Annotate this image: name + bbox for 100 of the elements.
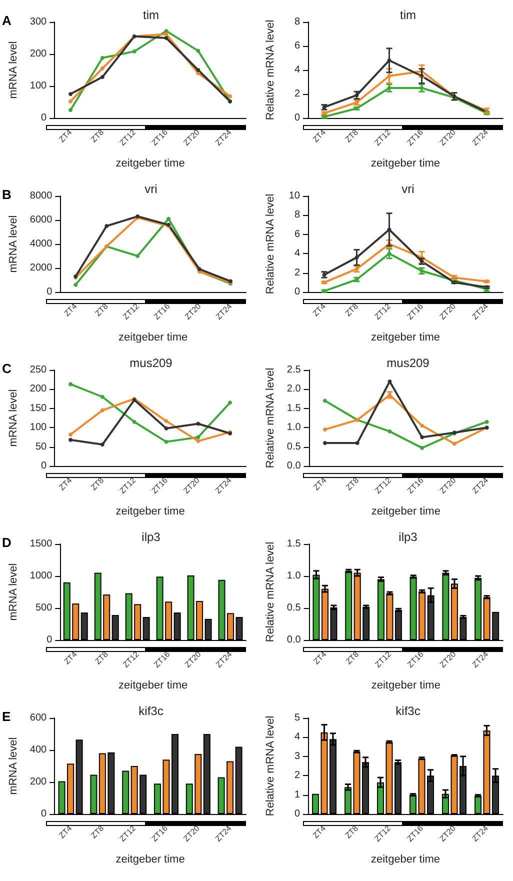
chart-title: vri — [402, 182, 414, 196]
y-tick-label: 3 — [294, 750, 300, 762]
x-tick-label: ZT8 — [344, 127, 360, 144]
text: D — [2, 535, 12, 550]
x-tick-label: ZT8 — [344, 301, 360, 318]
y-tick-label: 10 — [288, 190, 300, 202]
y-tick-label: 8000 — [30, 190, 53, 202]
y-tick-label: 1000 — [30, 570, 53, 582]
y-tick-label: 1.0 — [286, 570, 302, 582]
y-tick-label: 0 — [41, 460, 48, 472]
y-tick-label: 8 — [294, 16, 300, 28]
y-tick-label: 6 — [294, 40, 300, 52]
y-tick-label: 4 — [294, 64, 300, 76]
x-tick-label: ZT4 — [57, 127, 74, 144]
x-axis-title: zeitgeber time — [116, 158, 185, 170]
chart-title: mus209 — [386, 356, 430, 370]
y-tick-label: 0 — [294, 808, 300, 820]
y-tick-label: 2.0 — [286, 384, 302, 395]
y-tick-label: 1 — [294, 789, 300, 800]
y-tick-label: 0 — [46, 286, 53, 298]
y-tick-label: 0.5 — [286, 602, 302, 614]
y-axis-title: Relative mRNA level — [264, 542, 276, 642]
text: A — [2, 13, 12, 28]
y-tick-label: 2 — [294, 770, 300, 782]
chart-title: tim — [143, 8, 159, 22]
x-tick-label: ZT4 — [311, 823, 328, 840]
y-tick-label: 2000 — [30, 262, 53, 274]
y-axis-title: mRNA level — [8, 737, 20, 795]
chart-title: kif3c — [396, 704, 420, 718]
y-tick-label: 250 — [30, 364, 48, 376]
y-tick-label: 0 — [46, 634, 53, 646]
x-tick-label: ZT4 — [62, 301, 80, 318]
chart-title: vri — [144, 182, 158, 196]
y-tick-label: 150 — [30, 402, 48, 414]
x-axis-title: zeitgeber time — [118, 332, 188, 344]
y-tick-label: 1.0 — [286, 422, 302, 434]
chart-title: mus209 — [130, 356, 173, 370]
x-tick-label: ZT4 — [62, 649, 80, 666]
y-axis-title: Relative mRNA level — [264, 368, 276, 468]
x-axis-title: zeitgeber time — [116, 506, 185, 518]
y-tick-label: 4 — [294, 732, 300, 743]
y-tick-label: 0 — [41, 112, 48, 124]
x-tick-label: ZT4 — [57, 823, 74, 840]
chart-title: ilp3 — [398, 530, 418, 544]
x-tick-label: ZT8 — [344, 649, 361, 666]
x-tick-label: ZT4 — [311, 301, 328, 318]
x-axis-title: zeitgeber time — [116, 854, 185, 866]
y-tick-label: 2.5 — [286, 364, 302, 376]
x-tick-label: ZT4 — [57, 475, 74, 492]
y-tick-label: 0.0 — [286, 634, 302, 646]
y-tick-label: 2 — [294, 88, 300, 100]
y-tick-label: 1.5 — [286, 402, 302, 414]
x-tick-label: ZT4 — [312, 475, 329, 492]
y-tick-label: 0 — [41, 808, 48, 820]
y-axis-title: mRNA level — [8, 215, 20, 273]
text: C — [2, 361, 12, 376]
x-tick-label: ZT8 — [344, 823, 360, 840]
y-tick-label: 50 — [35, 441, 48, 452]
chart-title: ilp3 — [142, 530, 161, 544]
y-tick-label: 0 — [294, 112, 300, 124]
y-axis-title: Relative mRNA level — [264, 20, 276, 120]
y-tick-label: 8 — [294, 210, 300, 221]
x-tick-label: ZT8 — [93, 301, 110, 318]
y-tick-label: 4 — [294, 248, 300, 260]
x-tick-label: ZT8 — [89, 127, 106, 144]
text: E — [2, 709, 11, 724]
x-axis-title: zeitgeber time — [118, 680, 188, 692]
text: B — [2, 187, 12, 202]
x-tick-label: ZT8 — [93, 649, 110, 666]
x-axis-title: zeitgeber time — [371, 506, 440, 518]
y-axis-title: mRNA level — [8, 389, 20, 447]
y-tick-label: 0.5 — [286, 441, 302, 452]
y-tick-label: 2 — [294, 267, 300, 278]
x-tick-label: ZT4 — [312, 649, 329, 666]
y-tick-label: 0 — [294, 286, 300, 298]
y-axis-title: Relative mRNA level — [264, 716, 276, 816]
chart-title: tim — [400, 8, 416, 22]
y-axis-title: mRNA level — [8, 563, 20, 621]
x-tick-label: ZT8 — [89, 823, 106, 840]
chart-title: kif3c — [138, 704, 164, 718]
y-tick-label: 400 — [30, 744, 48, 756]
y-axis-title: Relative mRNA level — [264, 194, 276, 294]
y-tick-label: 500 — [35, 602, 53, 614]
y-tick-label: 0.0 — [286, 460, 302, 472]
y-tick-label: 100 — [30, 80, 48, 92]
x-axis-title: zeitgeber time — [371, 680, 440, 692]
y-tick-label: 600 — [30, 712, 48, 724]
y-tick-label: 6 — [294, 228, 300, 240]
y-tick-label: 200 — [30, 776, 48, 788]
y-tick-label: 1.5 — [286, 538, 302, 550]
y-tick-label: 300 — [30, 16, 48, 28]
x-tick-label: ZT8 — [89, 475, 106, 492]
x-axis-title: zeitgeber time — [370, 854, 440, 866]
y-tick-label: 6000 — [30, 214, 53, 226]
y-tick-label: 100 — [30, 422, 48, 434]
y-tick-label: 200 — [30, 48, 48, 60]
y-axis-title: mRNA level — [8, 41, 20, 99]
x-axis-title: zeitgeber time — [370, 158, 440, 170]
x-tick-label: ZT4 — [311, 127, 328, 144]
y-tick-label: 4000 — [30, 238, 53, 250]
